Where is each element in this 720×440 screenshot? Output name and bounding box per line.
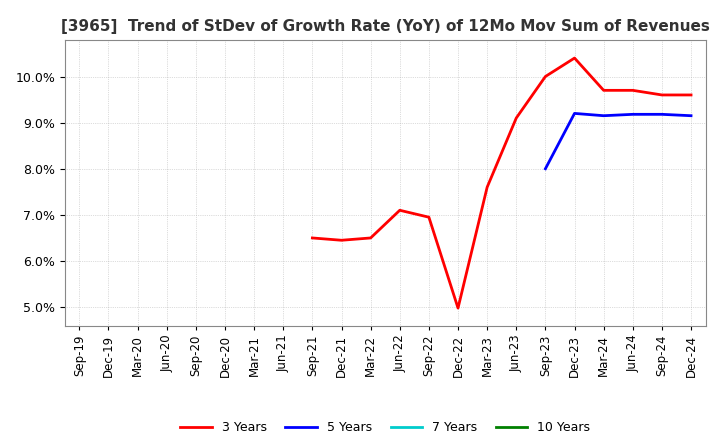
Legend: 3 Years, 5 Years, 7 Years, 10 Years: 3 Years, 5 Years, 7 Years, 10 Years [176,417,595,440]
3 Years [512,115,521,121]
3 Years [454,305,462,311]
3 Years [570,55,579,61]
5 Years [599,113,608,118]
3 Years [425,215,433,220]
3 Years [337,238,346,243]
5 Years [657,112,666,117]
3 Years [657,92,666,98]
Title: [3965]  Trend of StDev of Growth Rate (YoY) of 12Mo Mov Sum of Revenues: [3965] Trend of StDev of Growth Rate (Yo… [60,19,710,34]
5 Years [629,112,637,117]
3 Years [395,208,404,213]
Line: 3 Years: 3 Years [312,58,691,308]
3 Years [483,184,492,190]
Line: 5 Years: 5 Years [546,114,691,169]
3 Years [687,92,696,98]
3 Years [541,74,550,79]
5 Years [687,113,696,118]
3 Years [599,88,608,93]
3 Years [308,235,317,241]
5 Years [570,111,579,116]
3 Years [629,88,637,93]
3 Years [366,235,375,241]
5 Years [541,166,550,172]
